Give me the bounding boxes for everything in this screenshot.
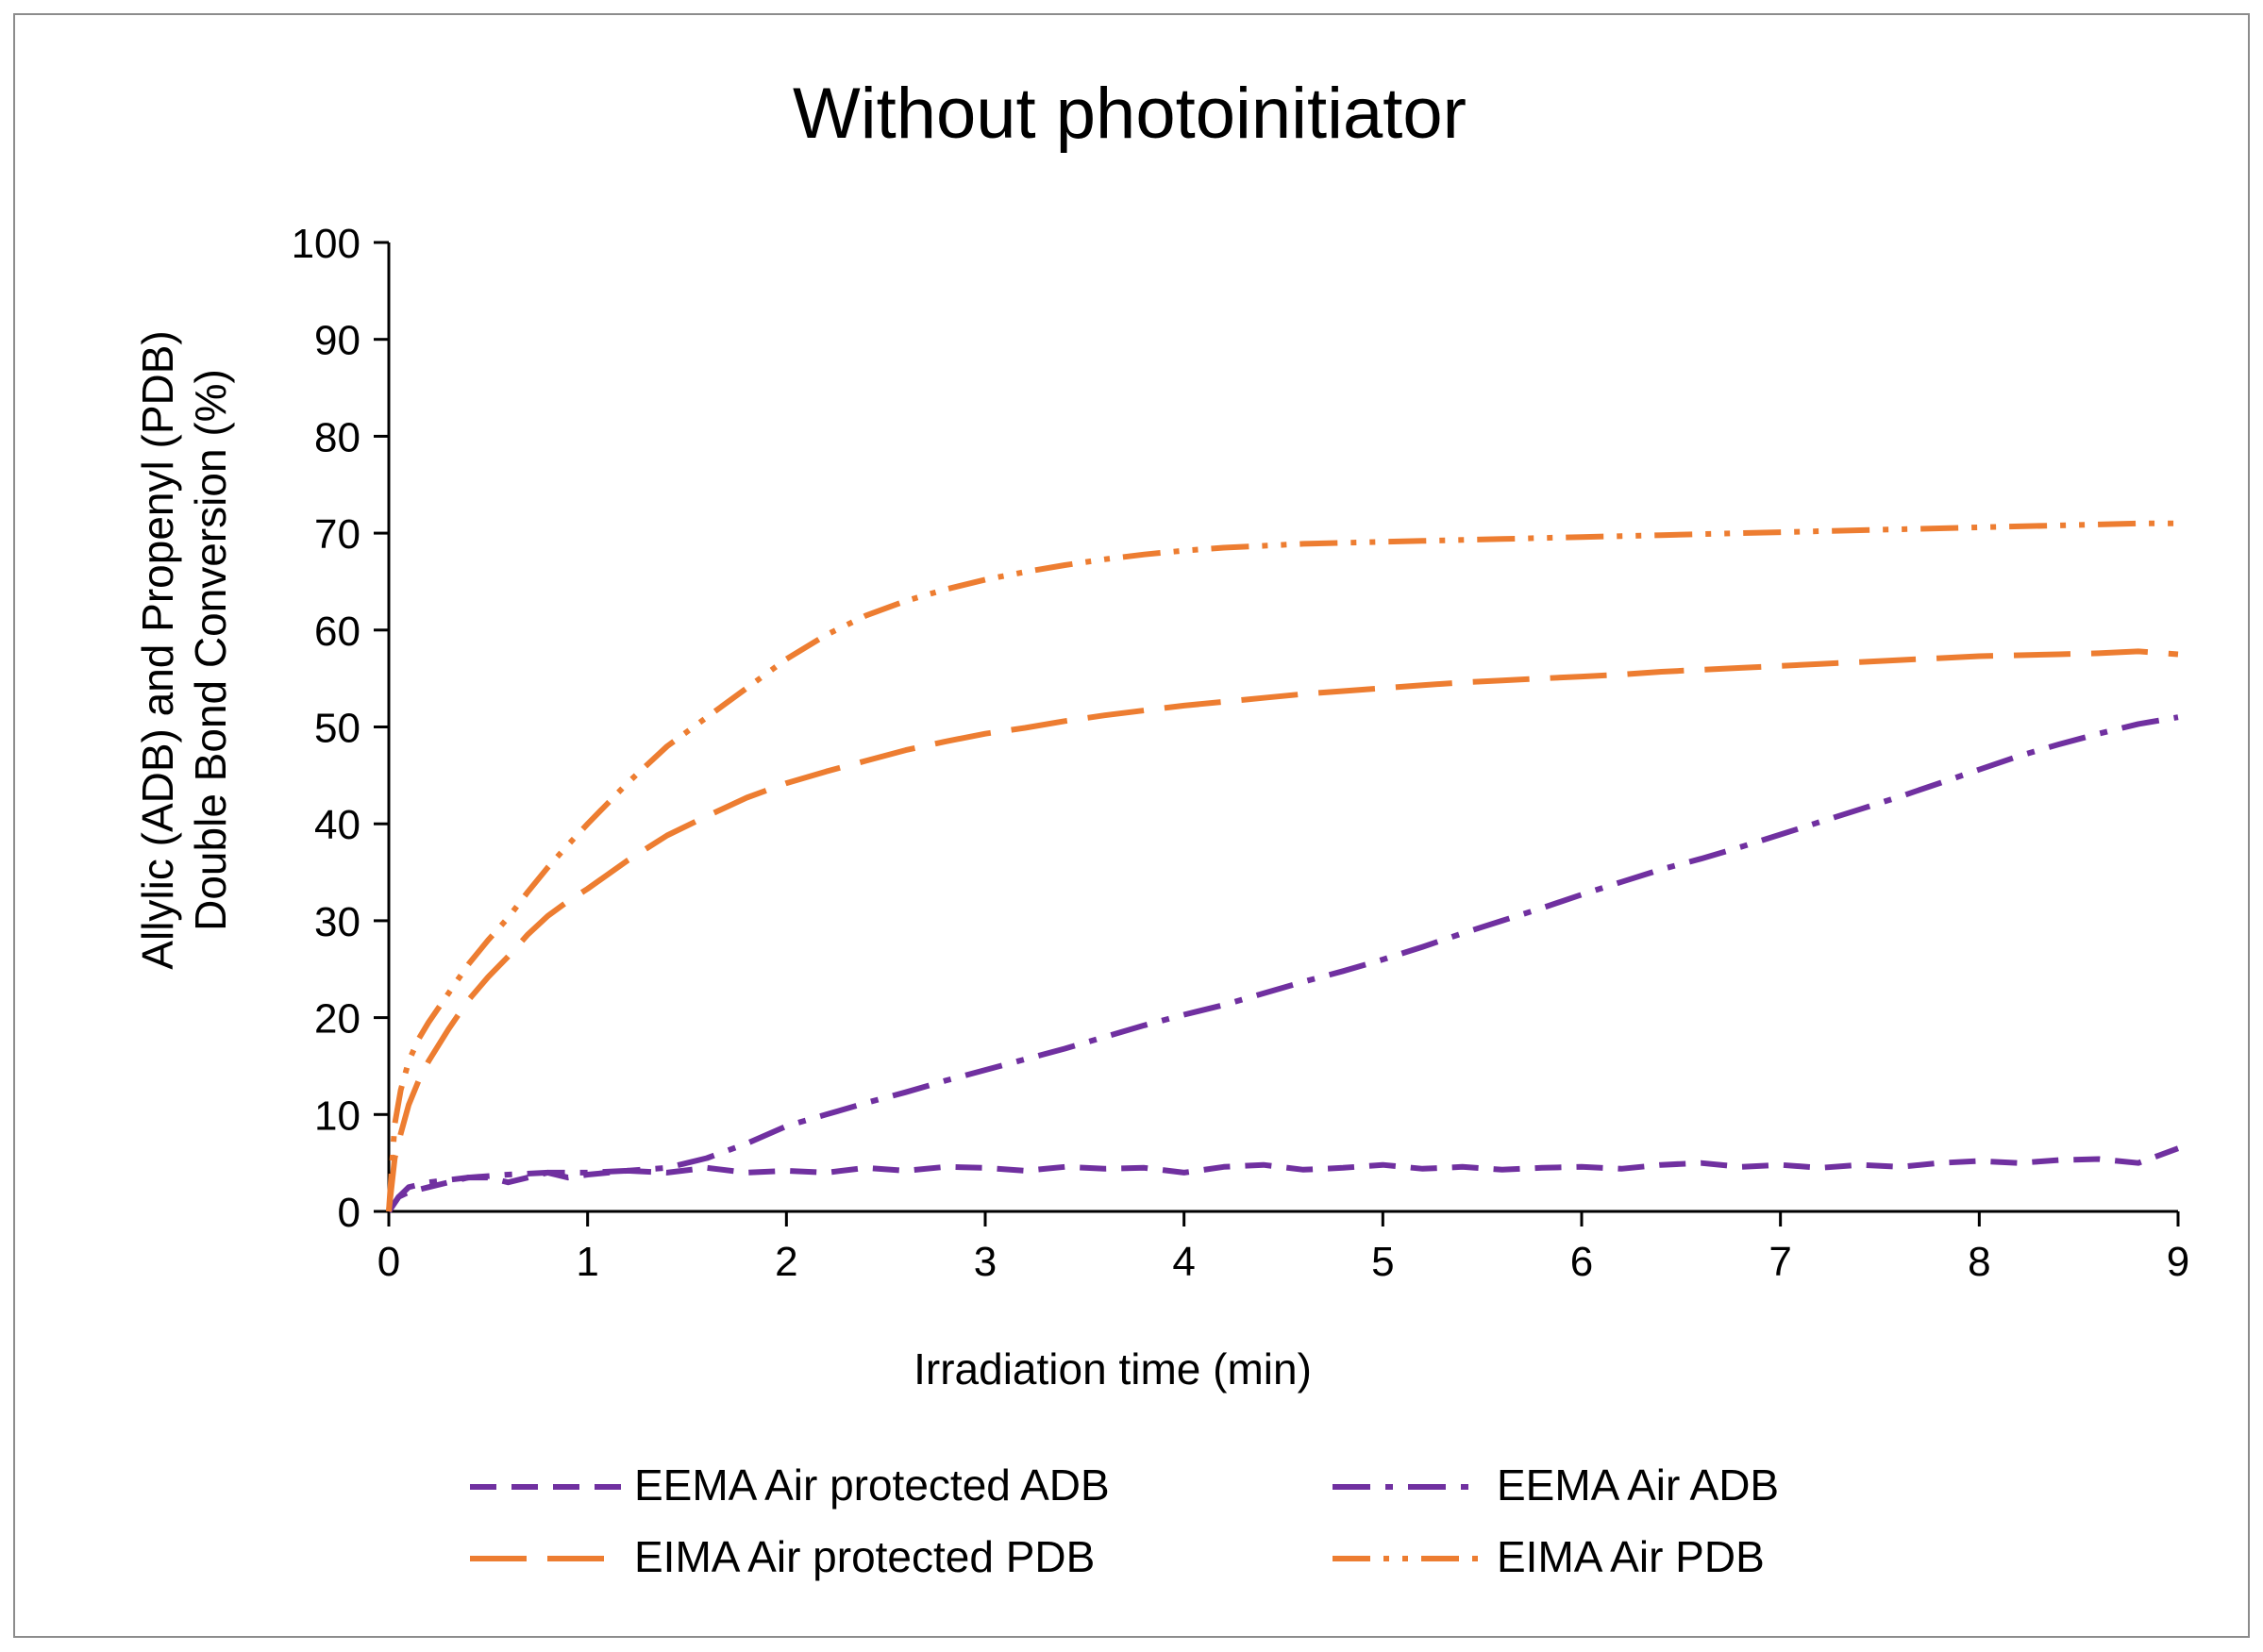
y-tick-label: 60	[314, 609, 360, 655]
y-tick-label: 90	[314, 318, 360, 364]
x-tick-label: 4	[1172, 1239, 1195, 1285]
x-tick-label: 5	[1371, 1239, 1394, 1285]
chart-frame: Without photoinitiator Allylic (ADB) and…	[13, 13, 2250, 1638]
x-tick-label: 9	[2167, 1239, 2189, 1285]
y-axis-label-line-2: Double Bond Conversion (%)	[186, 369, 235, 931]
y-tick-label: 50	[314, 706, 360, 752]
axes: 0 10 20 30 40 50 60 70 80 90 100 0 1 2 3 4 5 6 7 8 9	[292, 221, 2190, 1285]
series-line-1	[386, 1145, 2180, 1213]
legend-label-4: EIMA Air PDB	[1497, 1532, 1765, 1581]
x-tick-label: 7	[1768, 1239, 1791, 1285]
y-axis-label: Allylic (ADB) and Propenyl (PDB) Double …	[133, 330, 235, 969]
x-tick-label: 2	[775, 1239, 797, 1285]
legend-label-1: EEMA Air protected ADB	[634, 1460, 1110, 1510]
y-tick-label: 40	[314, 802, 360, 848]
x-tick-label: 6	[1570, 1239, 1593, 1285]
y-tick-label: 70	[314, 511, 360, 558]
legend: EEMA Air protected ADB EEMA Air ADB EIMA A…	[470, 1460, 1779, 1581]
x-tick-label: 1	[576, 1239, 598, 1285]
y-tick-label: 100	[292, 221, 360, 267]
y-tick-label: 0	[338, 1190, 360, 1236]
legend-label-2: EEMA Air ADB	[1497, 1460, 1779, 1510]
series-line-3	[386, 648, 2179, 1212]
y-tick-label: 80	[314, 414, 360, 460]
chart-svg: Without photoinitiator Allylic (ADB) and…	[133, 74, 2190, 1581]
x-tick-label: 8	[1968, 1239, 1990, 1285]
chart-title: Without photoinitiator	[793, 74, 1467, 154]
x-tick-label: 0	[377, 1239, 400, 1285]
series-line-2	[386, 714, 2179, 1213]
legend-label-3: EIMA Air protected PDB	[634, 1532, 1095, 1581]
series-line-4	[386, 520, 2178, 1212]
plot-area	[386, 520, 2180, 1213]
y-axis-label-line-1: Allylic (ADB) and Propenyl (PDB)	[133, 330, 182, 969]
y-tick-label: 20	[314, 996, 360, 1043]
y-tick-label: 30	[314, 899, 360, 945]
y-tick-label: 10	[314, 1093, 360, 1139]
x-axis-label: Irradiation time (min)	[914, 1344, 1312, 1393]
x-tick-label: 3	[974, 1239, 997, 1285]
